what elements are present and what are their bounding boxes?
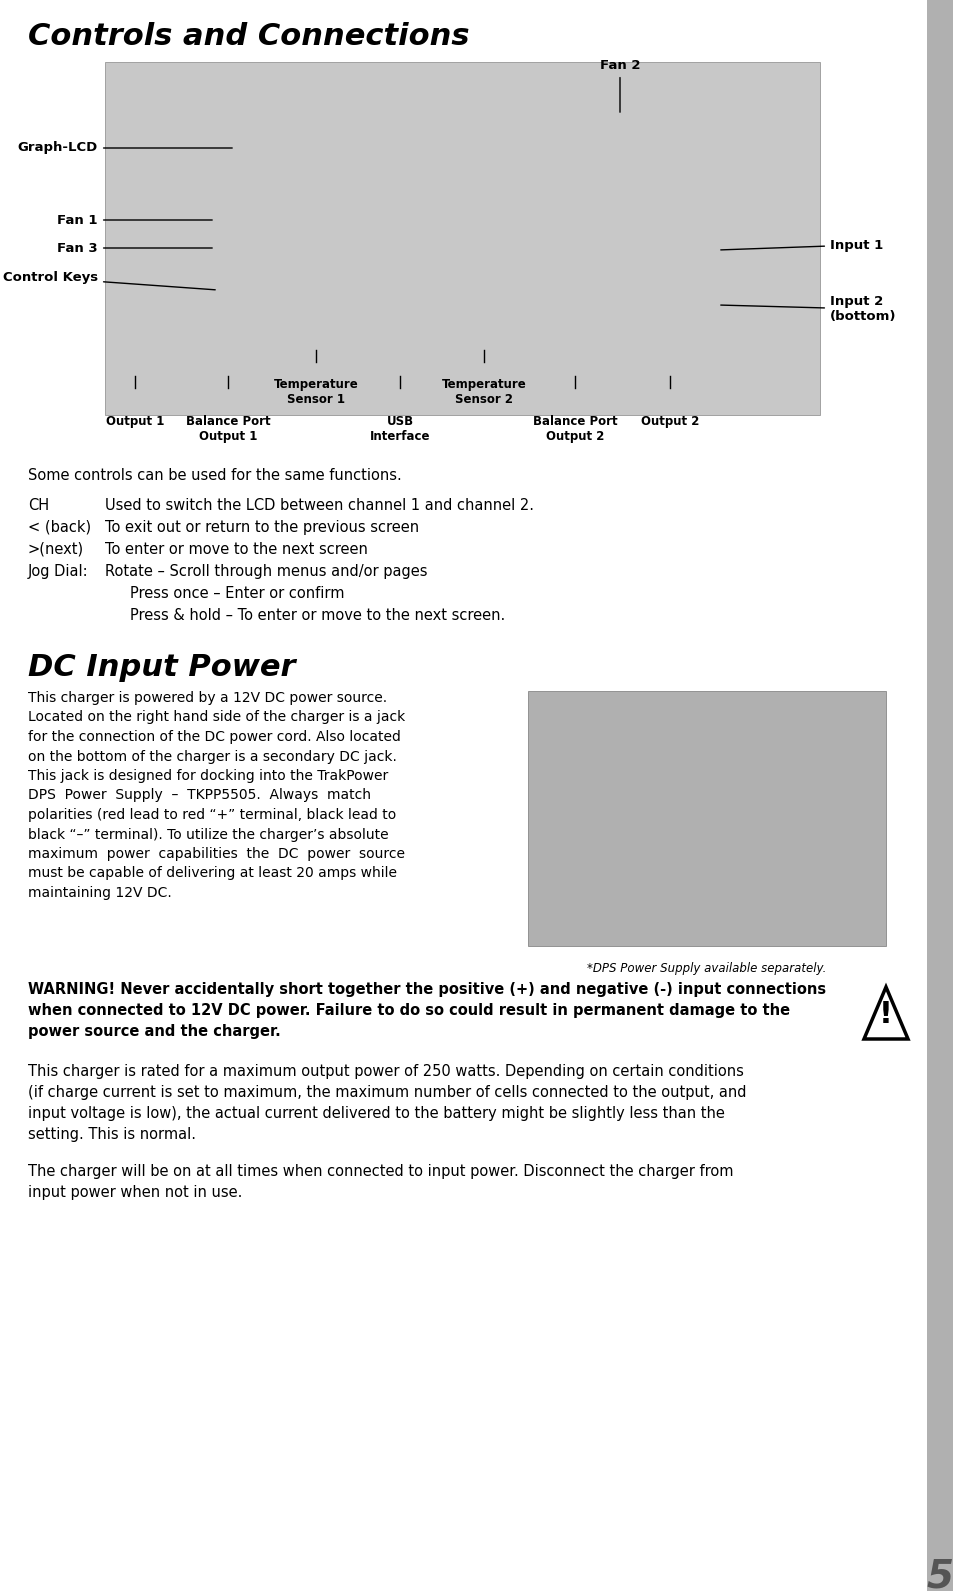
Text: DPS  Power  Supply  –  TKPP5505.  Always  match: DPS Power Supply – TKPP5505. Always matc… xyxy=(28,789,371,802)
Text: To enter or move to the next screen: To enter or move to the next screen xyxy=(105,543,368,557)
Polygon shape xyxy=(863,986,907,1039)
Text: Used to switch the LCD between channel 1 and channel 2.: Used to switch the LCD between channel 1… xyxy=(105,498,534,512)
Text: Press & hold – To enter or move to the next screen.: Press & hold – To enter or move to the n… xyxy=(130,608,505,624)
Text: Fan 1: Fan 1 xyxy=(57,213,212,226)
Text: Control Keys: Control Keys xyxy=(3,272,215,290)
Text: Press once – Enter or confirm: Press once – Enter or confirm xyxy=(130,585,344,601)
Bar xyxy=(105,62,820,415)
Bar xyxy=(926,0,953,1591)
Text: on the bottom of the charger is a secondary DC jack.: on the bottom of the charger is a second… xyxy=(28,749,396,764)
Text: This jack is designed for docking into the TrakPower: This jack is designed for docking into t… xyxy=(28,768,388,783)
Text: Output 1: Output 1 xyxy=(106,415,164,428)
Text: black “–” terminal). To utilize the charger’s absolute: black “–” terminal). To utilize the char… xyxy=(28,827,388,842)
Text: >(next): >(next) xyxy=(28,543,84,557)
Bar xyxy=(527,690,885,947)
Text: Rotate – Scroll through menus and/or pages: Rotate – Scroll through menus and/or pag… xyxy=(105,563,427,579)
Text: This charger is powered by a 12V DC power source.: This charger is powered by a 12V DC powe… xyxy=(28,690,387,705)
Text: Some controls can be used for the same functions.: Some controls can be used for the same f… xyxy=(28,468,401,484)
Text: Temperature
Sensor 2: Temperature Sensor 2 xyxy=(441,379,526,406)
Text: To exit out or return to the previous screen: To exit out or return to the previous sc… xyxy=(105,520,418,535)
Text: Graph-LCD: Graph-LCD xyxy=(18,142,232,154)
Text: maximum  power  capabilities  the  DC  power  source: maximum power capabilities the DC power … xyxy=(28,846,405,861)
Text: < (back): < (back) xyxy=(28,520,91,535)
Text: The charger will be on at all times when connected to input power. Disconnect th: The charger will be on at all times when… xyxy=(28,1165,733,1200)
Text: polarities (red lead to red “+” terminal, black lead to: polarities (red lead to red “+” terminal… xyxy=(28,808,395,823)
Text: USB
Interface: USB Interface xyxy=(370,415,430,442)
Text: DC Input Power: DC Input Power xyxy=(28,652,295,683)
Text: CH: CH xyxy=(28,498,49,512)
Text: Fan 3: Fan 3 xyxy=(57,242,212,255)
Text: Fan 2: Fan 2 xyxy=(599,59,639,113)
Text: maintaining 12V DC.: maintaining 12V DC. xyxy=(28,886,172,901)
Text: for the connection of the DC power cord. Also located: for the connection of the DC power cord.… xyxy=(28,730,400,745)
Text: Input 1: Input 1 xyxy=(720,239,882,251)
Text: must be capable of delivering at least 20 amps while: must be capable of delivering at least 2… xyxy=(28,867,396,880)
Text: Output 2: Output 2 xyxy=(640,415,699,428)
Text: Located on the right hand side of the charger is a jack: Located on the right hand side of the ch… xyxy=(28,711,405,724)
Text: Jog Dial:: Jog Dial: xyxy=(28,563,89,579)
Text: Temperature
Sensor 1: Temperature Sensor 1 xyxy=(274,379,358,406)
Text: 5: 5 xyxy=(925,1558,952,1591)
Text: WARNING! Never accidentally short together the positive (+) and negative (-) inp: WARNING! Never accidentally short togeth… xyxy=(28,982,825,1039)
Text: Balance Port
Output 1: Balance Port Output 1 xyxy=(186,415,270,442)
Text: Input 2
(bottom): Input 2 (bottom) xyxy=(720,294,896,323)
Text: Balance Port
Output 2: Balance Port Output 2 xyxy=(532,415,617,442)
Text: This charger is rated for a maximum output power of 250 watts. Depending on cert: This charger is rated for a maximum outp… xyxy=(28,1064,745,1142)
Text: !: ! xyxy=(878,1001,892,1029)
Text: *DPS Power Supply available separately.: *DPS Power Supply available separately. xyxy=(587,963,826,975)
Text: Controls and Connections: Controls and Connections xyxy=(28,22,469,51)
